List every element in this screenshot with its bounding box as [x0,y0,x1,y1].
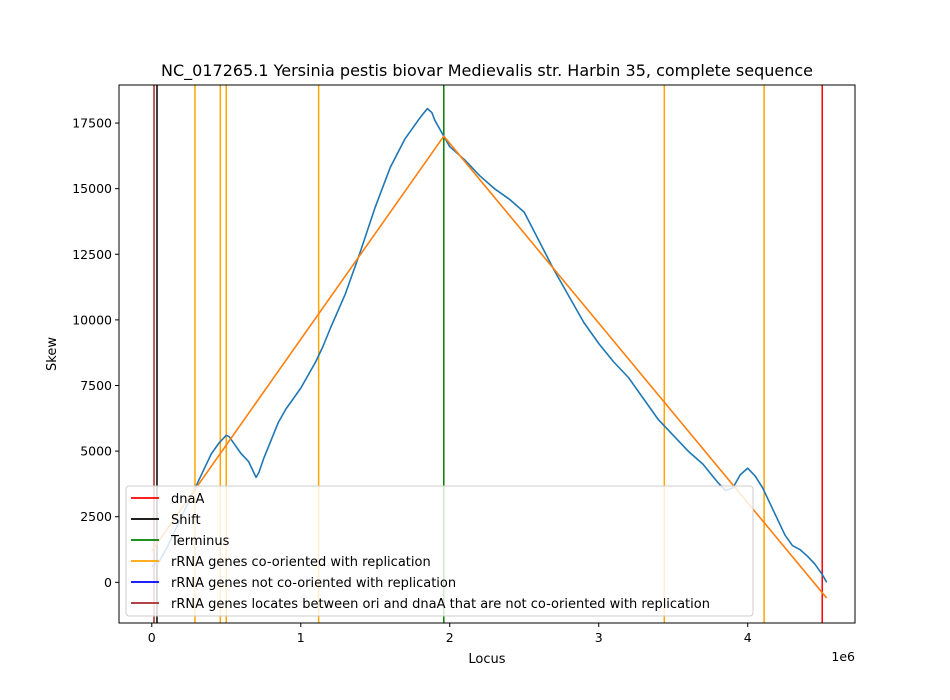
legend-label-2: Terminus [170,534,230,549]
legend-label-3: rRNA genes co-oriented with replication [171,555,431,570]
series-line-1 [151,135,828,599]
axes-frame [118,84,856,624]
x-tick-label: 4 [744,630,752,645]
x-tick-label: 0 [148,630,156,645]
y-tick-label: 10000 [72,312,112,327]
legend-label-5: rRNA genes locates between ori and dnaA … [171,597,710,612]
x-offset-label: 1e6 [831,649,855,664]
y-tick-label: 7500 [80,378,112,393]
x-tick-label: 2 [446,630,454,645]
x-tick-label: 3 [595,630,603,645]
y-tick-label: 12500 [72,247,112,262]
y-tick-label: 2500 [80,509,112,524]
legend-label-4: rRNA genes not co-oriented with replicat… [171,576,456,591]
y-axis-label: Skew [45,337,60,371]
legend: dnaA Shift Terminus rRNA genes co-oriented … [125,485,754,617]
y-tick-label: 17500 [72,116,112,131]
legend-label-0: dnaA [171,492,204,507]
y-tick-label: 15000 [72,181,112,196]
legend-label-1: Shift [171,513,201,528]
legend-box [125,485,754,617]
chart-title: NC_017265.1 Yersinia pestis biovar Medie… [161,61,813,81]
y-tick-label: 0 [104,575,112,590]
axis-ticks: 0 1 2 3 4 0 2500 5000 7500 10000 12500 15000 17500 [72,116,752,645]
series-line-0 [151,107,828,583]
y-tick-label: 5000 [80,444,112,459]
x-axis-label: Locus [468,652,505,667]
x-tick-label: 1 [297,630,305,645]
